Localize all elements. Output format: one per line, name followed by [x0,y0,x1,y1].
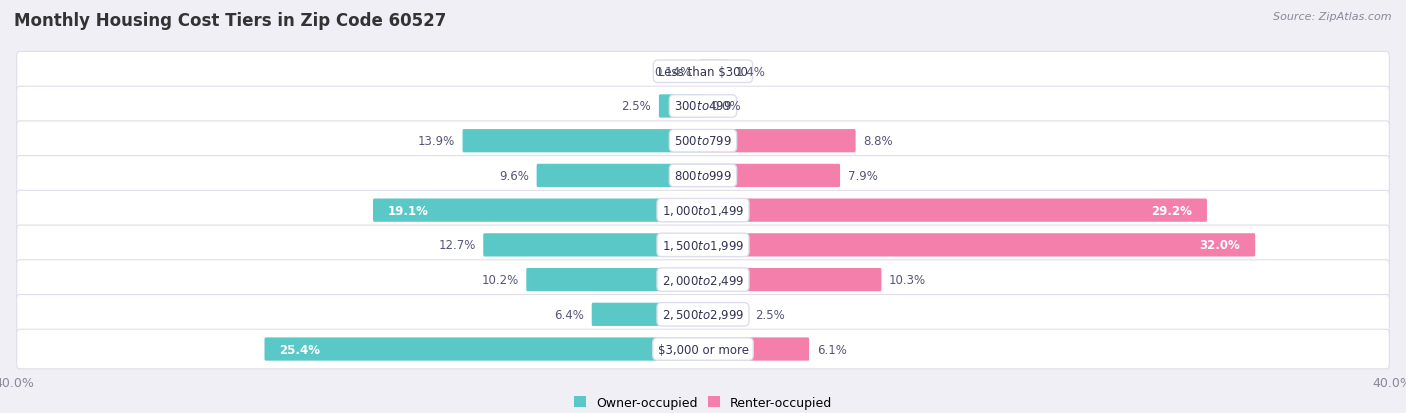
FancyBboxPatch shape [702,303,747,326]
Text: 2.5%: 2.5% [755,308,785,321]
Text: 10.2%: 10.2% [481,273,519,286]
Text: 10.3%: 10.3% [889,273,927,286]
FancyBboxPatch shape [702,234,1256,257]
FancyBboxPatch shape [373,199,704,222]
FancyBboxPatch shape [17,225,1389,265]
Text: Less than $300: Less than $300 [658,66,748,78]
FancyBboxPatch shape [17,121,1389,161]
Legend: Owner-occupied, Renter-occupied: Owner-occupied, Renter-occupied [568,391,838,413]
FancyBboxPatch shape [264,337,704,361]
Text: $1,500 to $1,999: $1,500 to $1,999 [662,238,744,252]
FancyBboxPatch shape [526,268,704,292]
Text: 1.4%: 1.4% [735,66,766,78]
FancyBboxPatch shape [17,330,1389,369]
Text: 8.8%: 8.8% [863,135,893,148]
Text: $3,000 or more: $3,000 or more [658,343,748,356]
Text: $2,000 to $2,499: $2,000 to $2,499 [662,273,744,287]
Text: 32.0%: 32.0% [1199,239,1240,252]
FancyBboxPatch shape [17,156,1389,196]
Text: 25.4%: 25.4% [280,343,321,356]
Text: 12.7%: 12.7% [439,239,475,252]
Text: 0.14%: 0.14% [655,66,692,78]
Text: 0.0%: 0.0% [711,100,741,113]
Text: 9.6%: 9.6% [499,169,529,183]
FancyBboxPatch shape [702,60,728,84]
FancyBboxPatch shape [592,303,704,326]
FancyBboxPatch shape [17,52,1389,92]
Text: 19.1%: 19.1% [388,204,429,217]
Text: 6.1%: 6.1% [817,343,846,356]
FancyBboxPatch shape [537,164,704,188]
FancyBboxPatch shape [17,295,1389,334]
FancyBboxPatch shape [702,164,841,188]
Text: 2.5%: 2.5% [621,100,651,113]
Text: 13.9%: 13.9% [418,135,456,148]
Text: $1,000 to $1,499: $1,000 to $1,499 [662,204,744,218]
Text: $800 to $999: $800 to $999 [673,169,733,183]
Text: 7.9%: 7.9% [848,169,877,183]
FancyBboxPatch shape [659,95,704,118]
FancyBboxPatch shape [702,337,808,361]
FancyBboxPatch shape [484,234,704,257]
Text: Source: ZipAtlas.com: Source: ZipAtlas.com [1274,12,1392,22]
Text: 6.4%: 6.4% [554,308,583,321]
FancyBboxPatch shape [702,130,856,153]
Text: $300 to $499: $300 to $499 [673,100,733,113]
Text: Monthly Housing Cost Tiers in Zip Code 60527: Monthly Housing Cost Tiers in Zip Code 6… [14,12,447,30]
Text: $2,500 to $2,999: $2,500 to $2,999 [662,308,744,322]
FancyBboxPatch shape [700,60,704,84]
Text: $500 to $799: $500 to $799 [673,135,733,148]
FancyBboxPatch shape [17,260,1389,300]
FancyBboxPatch shape [17,87,1389,126]
FancyBboxPatch shape [702,199,1206,222]
FancyBboxPatch shape [17,191,1389,230]
FancyBboxPatch shape [702,268,882,292]
Text: 29.2%: 29.2% [1152,204,1192,217]
FancyBboxPatch shape [463,130,704,153]
